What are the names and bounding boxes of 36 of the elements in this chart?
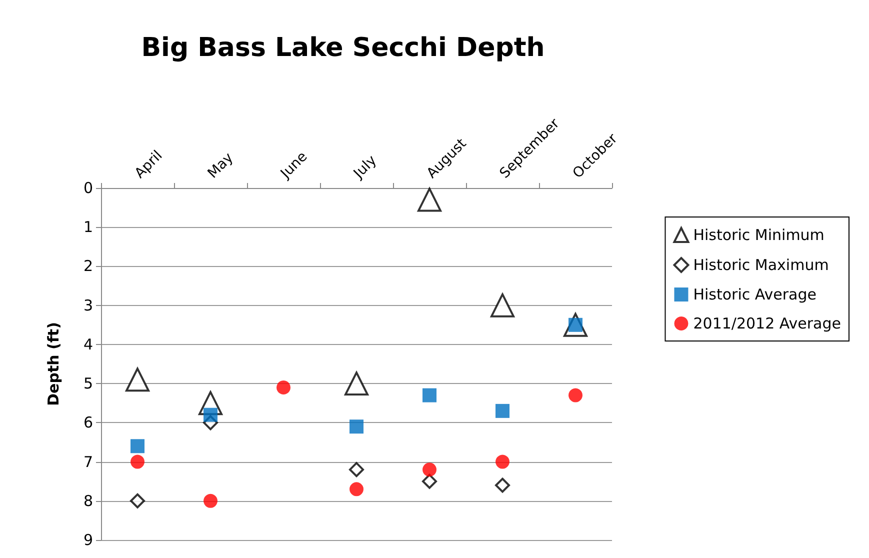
point xyxy=(130,439,144,454)
point xyxy=(490,293,514,318)
point xyxy=(350,482,364,496)
y-axis-title: Depth (ft) xyxy=(44,322,62,406)
point xyxy=(418,188,442,212)
point xyxy=(568,388,582,402)
y-tick-label: 4 xyxy=(83,335,93,354)
y-tick-label: 1 xyxy=(83,218,93,236)
point xyxy=(495,478,510,493)
point xyxy=(422,462,436,477)
point xyxy=(126,368,150,392)
legend-label: Historic Maximum xyxy=(693,256,829,274)
point xyxy=(130,493,145,508)
point xyxy=(422,474,437,489)
point xyxy=(496,454,510,469)
point xyxy=(204,408,218,422)
y-tick-label: 5 xyxy=(83,374,93,393)
point xyxy=(422,388,436,402)
y-tick-label: 3 xyxy=(83,296,93,314)
point xyxy=(350,420,364,434)
y-tick-label: 7 xyxy=(83,452,93,471)
y-tick-label: 6 xyxy=(83,414,93,432)
point xyxy=(496,404,510,418)
legend-label: 2011/2012 Average xyxy=(693,314,842,332)
y-tick-label: 9 xyxy=(83,531,93,549)
chart-title: Big Bass Lake Secchi Depth xyxy=(141,33,545,63)
y-tick-label: 8 xyxy=(83,492,93,510)
y-tick-label: 0 xyxy=(83,179,93,197)
point xyxy=(130,454,144,469)
point xyxy=(344,372,368,396)
legend-label: Historic Average xyxy=(693,286,817,304)
point xyxy=(204,494,218,508)
point xyxy=(349,462,364,478)
legend-label: Historic Minimum xyxy=(693,226,824,244)
point xyxy=(276,380,290,394)
y-tick-label: 2 xyxy=(83,257,93,276)
